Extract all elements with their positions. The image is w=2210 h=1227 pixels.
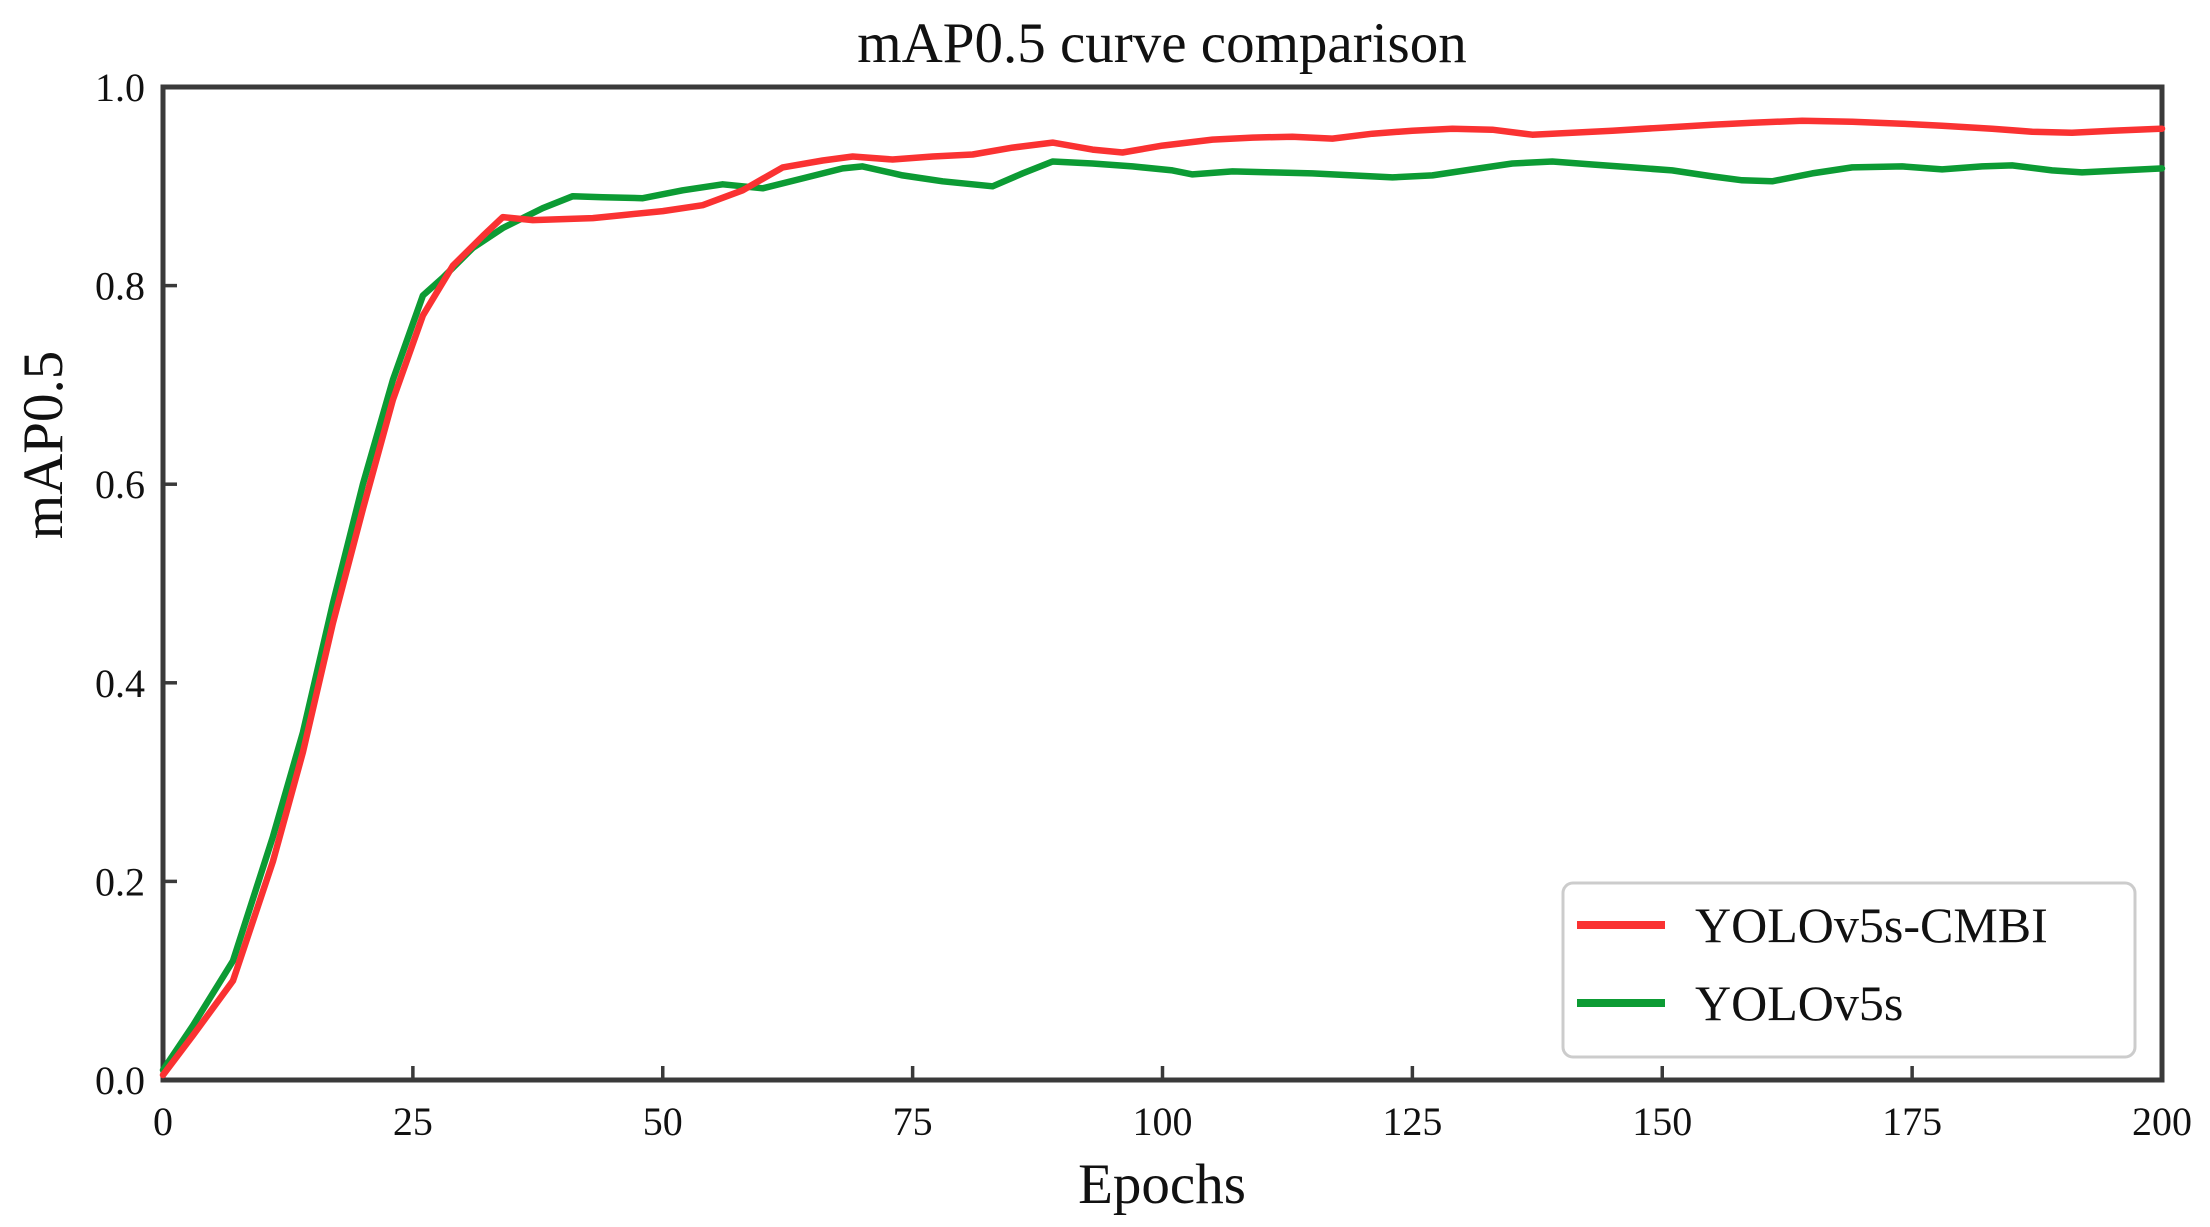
- series-lines: [159, 117, 2166, 1079]
- x-axis-ticks: 0 25 50 75 100 125 150 175 200: [153, 1066, 2192, 1144]
- x-tick-label: 150: [1632, 1099, 1692, 1144]
- y-tick-label: 0.4: [95, 661, 145, 706]
- legend-box: [1561, 881, 2137, 1059]
- chart-title: mAP0.5 curve comparison: [857, 12, 1466, 75]
- x-tick-label: 0: [153, 1099, 173, 1144]
- legend-label-yolov5s: YOLOv5s: [1695, 975, 1903, 1031]
- series-line-yolov5s-cmbi: [159, 117, 2166, 1079]
- y-tick-label: 1.0: [95, 65, 145, 110]
- y-tick-label: 0.6: [95, 462, 145, 507]
- y-tick-label: 0.0: [95, 1058, 145, 1103]
- legend: YOLOv5s-CMBI YOLOv5s: [1561, 881, 2137, 1059]
- x-tick-label: 25: [393, 1099, 433, 1144]
- x-tick-label: 175: [1882, 1099, 1942, 1144]
- x-tick-label: 125: [1382, 1099, 1442, 1144]
- x-tick-label: 75: [893, 1099, 933, 1144]
- legend-label-yolov5s-cmbi: YOLOv5s-CMBI: [1695, 897, 2048, 953]
- x-tick-label: 200: [2132, 1099, 2192, 1144]
- x-tick-label: 100: [1133, 1099, 1193, 1144]
- y-tick-label: 0.2: [95, 859, 145, 904]
- x-tick-label: 50: [643, 1099, 683, 1144]
- y-axis-label: mAP0.5: [12, 351, 75, 539]
- y-tick-label: 0.8: [95, 264, 145, 309]
- x-axis-label: Epochs: [1078, 1153, 1246, 1216]
- y-axis-ticks: 0.0 0.2 0.4 0.6 0.8 1.0: [95, 65, 177, 1103]
